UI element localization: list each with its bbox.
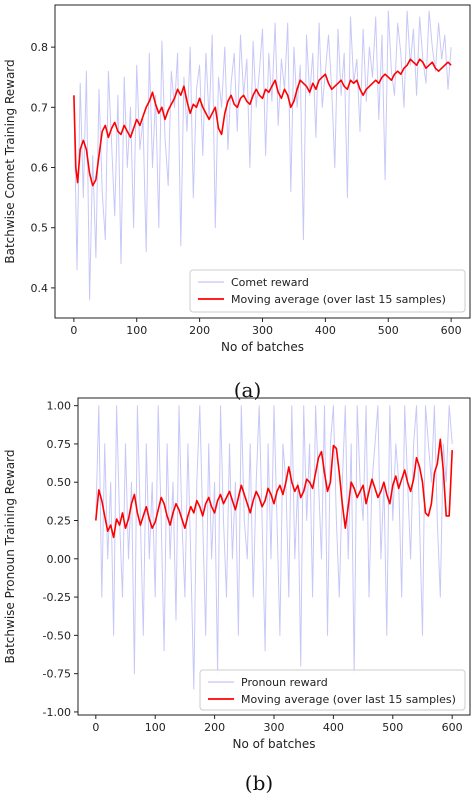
legend: Pronoun reward Moving average (over last … <box>199 669 466 711</box>
x-tick-label: 400 <box>323 721 344 734</box>
legend-label: Comet reward <box>231 276 309 289</box>
y-axis-label: Batchwise Comet Training Reward <box>3 59 17 263</box>
x-tick-label: 500 <box>378 324 399 337</box>
figure-caption: (b) <box>245 771 273 795</box>
y-tick-label: 0.50 <box>47 476 72 489</box>
moving-average-line <box>73 58 452 187</box>
x-tick-label: 100 <box>145 721 166 734</box>
raw-reward-line <box>95 405 453 690</box>
x-tick-label: 600 <box>442 721 463 734</box>
legend-label: Moving average (over last 15 samples) <box>241 693 456 706</box>
x-tick-label: 300 <box>264 721 285 734</box>
y-tick-label: 0.25 <box>47 515 72 528</box>
y-tick-label: 1.00 <box>47 400 72 413</box>
legend-label: Moving average (over last 15 samples) <box>231 293 446 306</box>
legend-box <box>199 669 466 711</box>
y-axis-label: Batchwise Pronoun Training Reward <box>3 450 17 664</box>
y-tick-label: -0.75 <box>43 668 71 681</box>
x-tick-label: 300 <box>252 324 273 337</box>
legend-label: Pronoun reward <box>241 676 328 689</box>
chart-b: 0 100 200 300 400 500 600 -1.00 -0.75 -0.50 -0.25 0… <box>3 397 471 795</box>
moving-average-line <box>95 438 453 539</box>
x-tick-label: 0 <box>92 721 99 734</box>
x-tick-label: 400 <box>315 324 336 337</box>
y-tick-label: 0.6 <box>31 162 49 175</box>
raw-reward-line <box>73 10 452 301</box>
x-axis-label: No of batches <box>232 737 315 751</box>
x-tick-label: 0 <box>70 324 77 337</box>
y-tick-label: -0.25 <box>43 591 71 604</box>
x-tick-label: 100 <box>126 324 147 337</box>
chart-a: 0 100 200 300 400 500 600 0.4 0.5 0.6 0.7 0.8 No of … <box>3 4 471 402</box>
x-axis-label: No of batches <box>221 340 304 354</box>
x-tick-label: 600 <box>441 324 462 337</box>
y-tick-label: -0.50 <box>43 629 71 642</box>
y-tick-label: 0.7 <box>31 101 49 114</box>
y-tick-label: 0.8 <box>31 41 49 54</box>
x-tick-label: 500 <box>382 721 403 734</box>
y-tick-label: 0.75 <box>47 438 72 451</box>
legend: Comet reward Moving average (over last 15… <box>189 269 466 313</box>
y-tick-label: 0.4 <box>31 282 49 295</box>
x-tick-label: 200 <box>189 324 210 337</box>
legend-box <box>189 269 466 313</box>
y-tick-label: 0.5 <box>31 222 49 235</box>
x-tick-label: 200 <box>204 721 225 734</box>
y-tick-label: 0.00 <box>47 553 72 566</box>
y-tick-label: -1.00 <box>43 706 71 719</box>
